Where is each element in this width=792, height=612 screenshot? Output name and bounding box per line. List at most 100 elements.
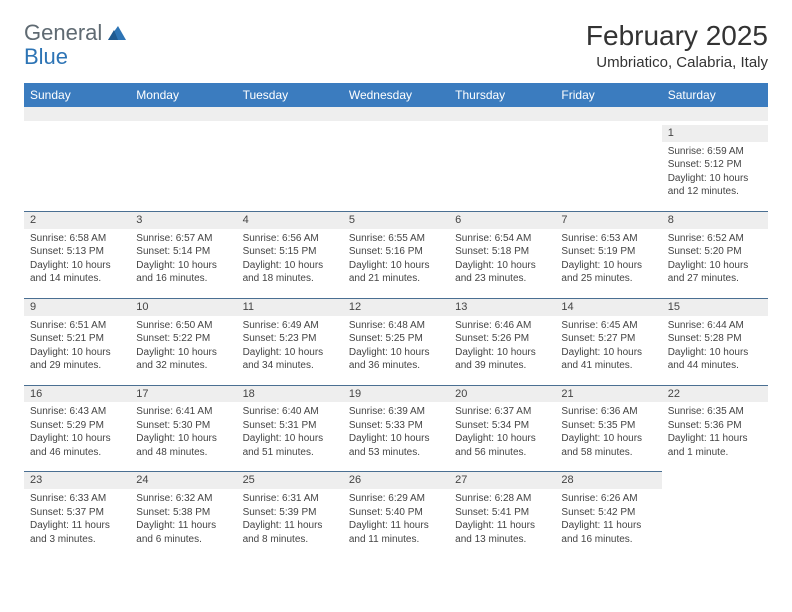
day-cell: 16Sunrise: 6:43 AMSunset: 5:29 PMDayligh…	[24, 381, 130, 468]
empty-cell	[343, 121, 449, 207]
logo-text-general: General	[24, 20, 102, 46]
day-cell: 18Sunrise: 6:40 AMSunset: 5:31 PMDayligh…	[237, 381, 343, 468]
day-cell: 19Sunrise: 6:39 AMSunset: 5:33 PMDayligh…	[343, 381, 449, 468]
day-number: 23	[24, 471, 130, 489]
day-header-thursday: Thursday	[449, 83, 555, 107]
logo-line2: Blue	[24, 44, 68, 70]
day-number: 25	[237, 471, 343, 489]
empty-cell	[555, 121, 661, 207]
sunrise-text: Sunrise: 6:53 AM	[561, 232, 655, 246]
day-cell: 2Sunrise: 6:58 AMSunset: 5:13 PMDaylight…	[24, 207, 130, 294]
daylight-text: Daylight: 10 hours and 56 minutes.	[455, 432, 549, 459]
sunset-text: Sunset: 5:22 PM	[136, 332, 230, 346]
day-number: 7	[555, 211, 661, 229]
day-header-tuesday: Tuesday	[237, 83, 343, 107]
sunset-text: Sunset: 5:21 PM	[30, 332, 124, 346]
daylight-text: Daylight: 11 hours and 16 minutes.	[561, 519, 655, 546]
logo: General	[24, 20, 130, 46]
sunrise-text: Sunrise: 6:54 AM	[455, 232, 549, 246]
day-number: 1	[662, 125, 768, 142]
sunrise-text: Sunrise: 6:35 AM	[668, 405, 762, 419]
sunset-text: Sunset: 5:15 PM	[243, 245, 337, 259]
sunset-text: Sunset: 5:38 PM	[136, 506, 230, 520]
blank-row	[24, 107, 768, 121]
empty-cell	[662, 467, 768, 554]
day-cell: 26Sunrise: 6:29 AMSunset: 5:40 PMDayligh…	[343, 467, 449, 554]
week-row: 2Sunrise: 6:58 AMSunset: 5:13 PMDaylight…	[24, 207, 768, 294]
day-number: 19	[343, 385, 449, 403]
logo-text-blue: Blue	[24, 44, 68, 70]
empty-cell	[449, 121, 555, 207]
title-block: February 2025 Umbriatico, Calabria, Ital…	[586, 20, 768, 71]
daylight-text: Daylight: 10 hours and 48 minutes.	[136, 432, 230, 459]
sunset-text: Sunset: 5:27 PM	[561, 332, 655, 346]
daylight-text: Daylight: 10 hours and 16 minutes.	[136, 259, 230, 286]
week-row: 23Sunrise: 6:33 AMSunset: 5:37 PMDayligh…	[24, 467, 768, 554]
day-cell: 1Sunrise: 6:59 AMSunset: 5:12 PMDaylight…	[662, 121, 768, 207]
sunrise-text: Sunrise: 6:46 AM	[455, 319, 549, 333]
sunset-text: Sunset: 5:41 PM	[455, 506, 549, 520]
day-cell: 9Sunrise: 6:51 AMSunset: 5:21 PMDaylight…	[24, 294, 130, 381]
day-header-monday: Monday	[130, 83, 236, 107]
sunset-text: Sunset: 5:28 PM	[668, 332, 762, 346]
day-cell: 4Sunrise: 6:56 AMSunset: 5:15 PMDaylight…	[237, 207, 343, 294]
sunset-text: Sunset: 5:36 PM	[668, 419, 762, 433]
sunset-text: Sunset: 5:26 PM	[455, 332, 549, 346]
sunrise-text: Sunrise: 6:55 AM	[349, 232, 443, 246]
sunset-text: Sunset: 5:33 PM	[349, 419, 443, 433]
daylight-text: Daylight: 11 hours and 8 minutes.	[243, 519, 337, 546]
daylight-text: Daylight: 10 hours and 41 minutes.	[561, 346, 655, 373]
daylight-text: Daylight: 10 hours and 21 minutes.	[349, 259, 443, 286]
day-number: 2	[24, 211, 130, 229]
daylight-text: Daylight: 11 hours and 3 minutes.	[30, 519, 124, 546]
sunrise-text: Sunrise: 6:44 AM	[668, 319, 762, 333]
daylight-text: Daylight: 10 hours and 27 minutes.	[668, 259, 762, 286]
calendar-body: 1Sunrise: 6:59 AMSunset: 5:12 PMDaylight…	[24, 107, 768, 554]
day-cell: 27Sunrise: 6:28 AMSunset: 5:41 PMDayligh…	[449, 467, 555, 554]
day-cell: 17Sunrise: 6:41 AMSunset: 5:30 PMDayligh…	[130, 381, 236, 468]
daylight-text: Daylight: 11 hours and 13 minutes.	[455, 519, 549, 546]
sunrise-text: Sunrise: 6:59 AM	[668, 145, 762, 159]
calendar-day-header: SundayMondayTuesdayWednesdayThursdayFrid…	[24, 83, 768, 107]
daylight-text: Daylight: 10 hours and 36 minutes.	[349, 346, 443, 373]
sunrise-text: Sunrise: 6:39 AM	[349, 405, 443, 419]
day-cell: 13Sunrise: 6:46 AMSunset: 5:26 PMDayligh…	[449, 294, 555, 381]
daylight-text: Daylight: 10 hours and 44 minutes.	[668, 346, 762, 373]
day-cell: 12Sunrise: 6:48 AMSunset: 5:25 PMDayligh…	[343, 294, 449, 381]
sunrise-text: Sunrise: 6:31 AM	[243, 492, 337, 506]
day-cell: 10Sunrise: 6:50 AMSunset: 5:22 PMDayligh…	[130, 294, 236, 381]
sunrise-text: Sunrise: 6:57 AM	[136, 232, 230, 246]
day-number: 20	[449, 385, 555, 403]
day-cell: 11Sunrise: 6:49 AMSunset: 5:23 PMDayligh…	[237, 294, 343, 381]
daylight-text: Daylight: 11 hours and 11 minutes.	[349, 519, 443, 546]
day-cell: 6Sunrise: 6:54 AMSunset: 5:18 PMDaylight…	[449, 207, 555, 294]
sunrise-text: Sunrise: 6:33 AM	[30, 492, 124, 506]
empty-cell	[24, 121, 130, 207]
day-cell: 21Sunrise: 6:36 AMSunset: 5:35 PMDayligh…	[555, 381, 661, 468]
day-number: 8	[662, 211, 768, 229]
sunrise-text: Sunrise: 6:28 AM	[455, 492, 549, 506]
sunrise-text: Sunrise: 6:51 AM	[30, 319, 124, 333]
day-header-wednesday: Wednesday	[343, 83, 449, 107]
sunrise-text: Sunrise: 6:58 AM	[30, 232, 124, 246]
daylight-text: Daylight: 10 hours and 18 minutes.	[243, 259, 337, 286]
day-number: 28	[555, 471, 661, 489]
sunset-text: Sunset: 5:42 PM	[561, 506, 655, 520]
sunset-text: Sunset: 5:40 PM	[349, 506, 443, 520]
day-cell: 8Sunrise: 6:52 AMSunset: 5:20 PMDaylight…	[662, 207, 768, 294]
daylight-text: Daylight: 10 hours and 12 minutes.	[668, 172, 762, 199]
day-number: 3	[130, 211, 236, 229]
day-number: 16	[24, 385, 130, 403]
sunrise-text: Sunrise: 6:29 AM	[349, 492, 443, 506]
sunset-text: Sunset: 5:19 PM	[561, 245, 655, 259]
logo-sail-icon	[106, 24, 128, 42]
daylight-text: Daylight: 11 hours and 6 minutes.	[136, 519, 230, 546]
sunrise-text: Sunrise: 6:41 AM	[136, 405, 230, 419]
sunrise-text: Sunrise: 6:49 AM	[243, 319, 337, 333]
sunset-text: Sunset: 5:20 PM	[668, 245, 762, 259]
sunrise-text: Sunrise: 6:37 AM	[455, 405, 549, 419]
day-cell: 28Sunrise: 6:26 AMSunset: 5:42 PMDayligh…	[555, 467, 661, 554]
day-number: 10	[130, 298, 236, 316]
empty-cell	[237, 121, 343, 207]
header: General February 2025 Umbriatico, Calabr…	[24, 20, 768, 71]
